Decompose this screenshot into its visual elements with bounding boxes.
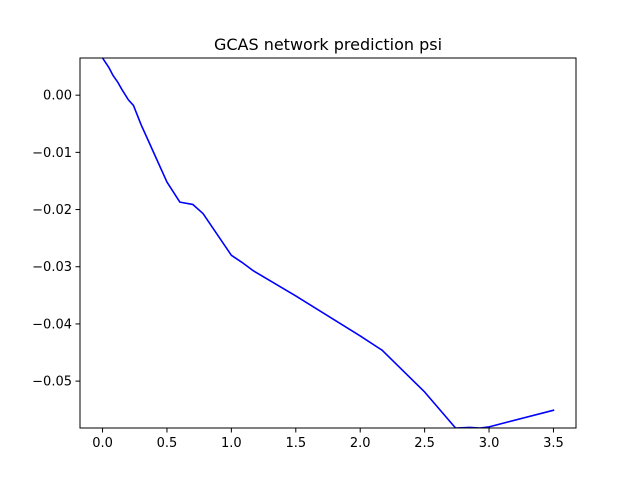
- y-tick-label: −0.04: [32, 317, 72, 332]
- x-tick-label: 0.0: [92, 436, 113, 451]
- axes-frame: [79, 57, 577, 429]
- y-tick-label: −0.01: [32, 146, 72, 161]
- chart-title: GCAS network prediction psi: [214, 35, 442, 54]
- y-tick-label: −0.02: [32, 203, 72, 218]
- plot-area: [79, 57, 577, 429]
- x-tick-label: 0.5: [157, 436, 178, 451]
- x-tick-label: 2.5: [414, 436, 435, 451]
- x-tick-label: 3.0: [479, 436, 500, 451]
- y-tick-label: −0.03: [32, 260, 72, 275]
- x-tick-label: 1.0: [221, 436, 242, 451]
- x-tick-label: 2.0: [350, 436, 371, 451]
- x-tick-label: 1.5: [285, 436, 306, 451]
- series-line: [101, 58, 555, 428]
- x-tick-label: 3.5: [543, 436, 564, 451]
- y-tick-label: −0.05: [32, 375, 72, 390]
- y-axis: 0.00 −0.01 −0.02 −0.03 −0.04 −0.05: [32, 89, 80, 390]
- x-axis: 0.0 0.5 1.0 1.5 2.0 2.5 3.0 3.5: [92, 428, 564, 451]
- series-layer: [101, 58, 555, 428]
- y-tick-label: 0.00: [43, 89, 72, 104]
